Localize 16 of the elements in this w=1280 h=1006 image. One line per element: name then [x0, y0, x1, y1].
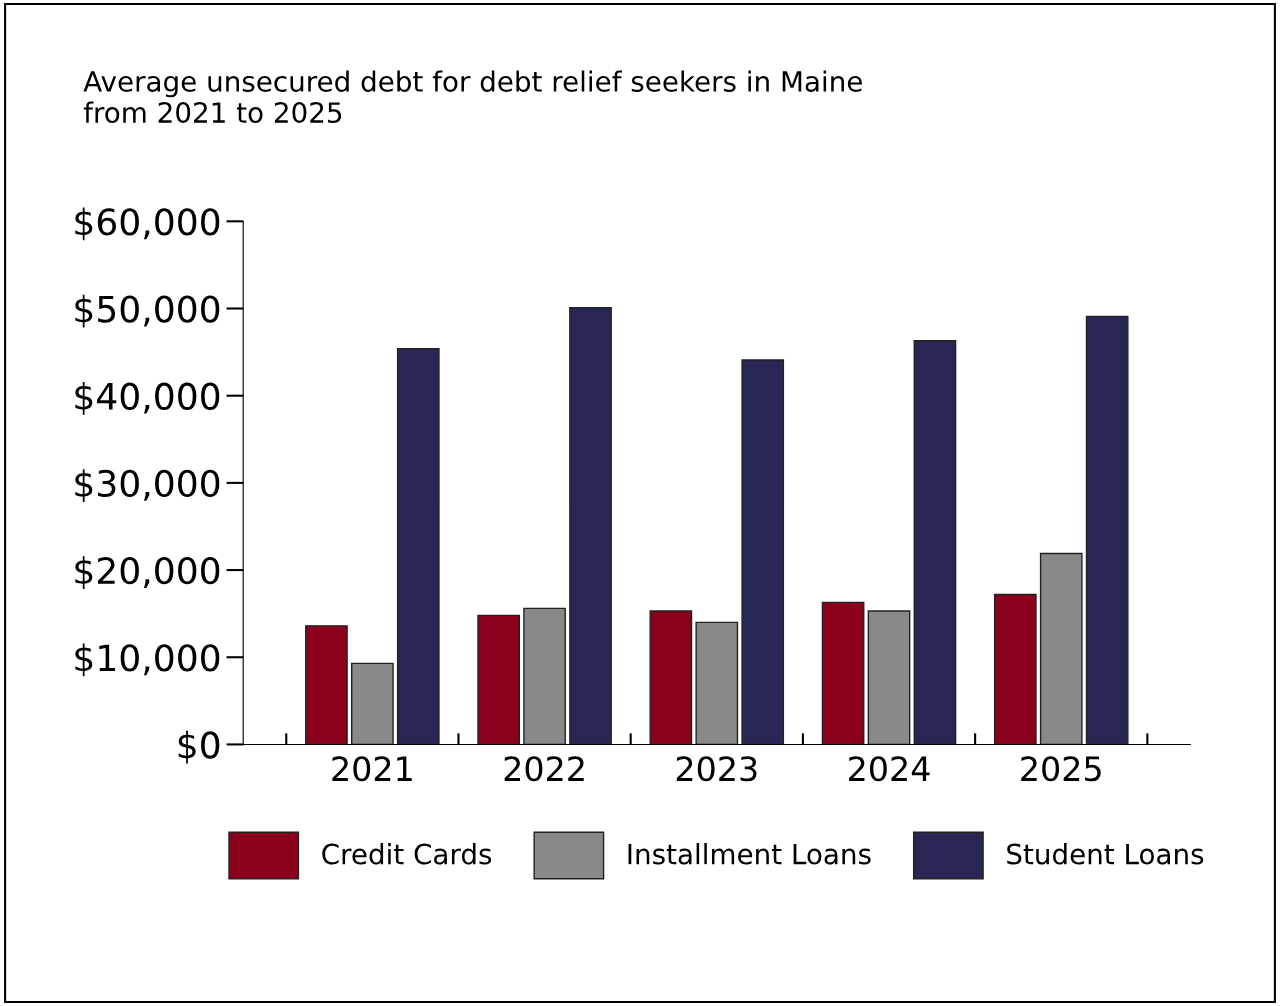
x-tick-label: 2021	[332, 756, 412, 782]
x-tick-label: 2023	[676, 756, 757, 782]
y-tick-label: $0	[178, 730, 220, 764]
y-tick-label: $20,000	[75, 556, 220, 590]
y-tick-label: $50,000	[75, 294, 220, 328]
x-tick-label: 2024	[849, 756, 930, 782]
legend-label: Credit Cards	[322, 843, 492, 865]
x-tick-label: 2022	[504, 756, 584, 782]
legend-label: Student Loans	[1007, 843, 1204, 865]
legend-label: Installment Loans	[628, 843, 871, 865]
y-tick-label: $40,000	[75, 381, 220, 415]
chart-title: Average unsecured debt for debt relief seekers in Maine from 2021 to 2025	[83, 70, 862, 124]
y-tick-label: $60,000	[75, 207, 220, 241]
y-tick-label: $30,000	[75, 469, 220, 502]
y-tick-label: $10,000	[75, 643, 220, 677]
x-tick-label: 2025	[1021, 756, 1101, 782]
